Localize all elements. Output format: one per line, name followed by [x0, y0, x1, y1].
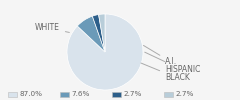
Wedge shape — [99, 14, 105, 52]
Text: HISPANIC: HISPANIC — [145, 52, 200, 74]
Text: A.I.: A.I. — [144, 45, 177, 66]
Bar — [8, 92, 17, 97]
Wedge shape — [77, 16, 105, 52]
Text: 87.0%: 87.0% — [19, 92, 42, 98]
Wedge shape — [92, 14, 105, 52]
Bar — [164, 92, 173, 97]
Wedge shape — [67, 14, 143, 90]
Text: 2.7%: 2.7% — [123, 92, 141, 98]
Text: 7.6%: 7.6% — [71, 92, 89, 98]
Text: 2.7%: 2.7% — [175, 92, 193, 98]
Bar — [60, 92, 69, 97]
Bar — [112, 92, 121, 97]
Text: WHITE: WHITE — [35, 24, 69, 32]
Text: BLACK: BLACK — [141, 63, 190, 82]
